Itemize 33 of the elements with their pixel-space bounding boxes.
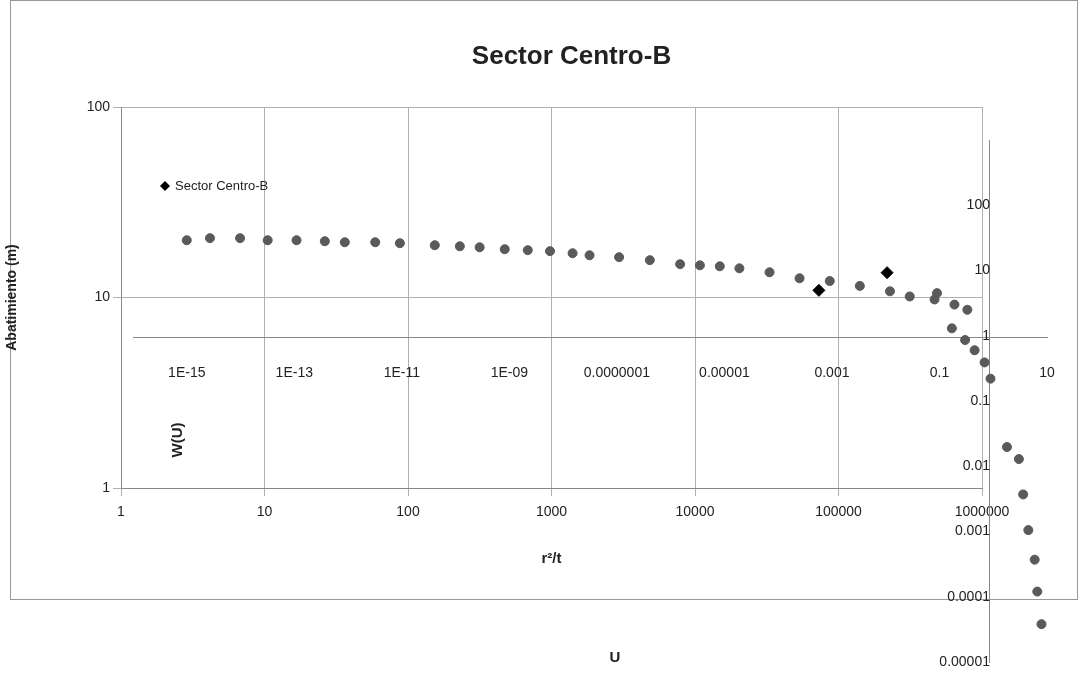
chart-title: Sector Centro-B bbox=[471, 40, 672, 71]
x-tick-label: 10 bbox=[1039, 364, 1055, 381]
x-tick-label: 1000000 bbox=[954, 503, 1010, 520]
x-tick-label: 1E-09 bbox=[490, 364, 529, 381]
legend-label: Sector Centro-B bbox=[175, 177, 269, 193]
x-tick-label: 0.00001 bbox=[699, 364, 750, 381]
x-tick-label: 10000 bbox=[675, 503, 715, 520]
x-tick-label: 1000 bbox=[535, 503, 568, 520]
y-tick-label: 1 bbox=[982, 326, 991, 343]
x-tick-label: 0.001 bbox=[814, 364, 850, 381]
x-axis-title: U bbox=[609, 648, 621, 666]
x-axis-title: r²/t bbox=[541, 549, 562, 567]
x-tick-label: 100 bbox=[396, 503, 420, 520]
x-tick-label: 10 bbox=[256, 503, 273, 520]
y-tick-label: 100 bbox=[86, 97, 111, 114]
x-tick-label: 0.0000001 bbox=[583, 364, 651, 381]
y-tick-label: 1 bbox=[102, 478, 111, 495]
y-tick-label: 0.01 bbox=[962, 457, 991, 474]
y-tick-label: 0.0001 bbox=[947, 587, 991, 604]
x-tick-label: 1E-15 bbox=[168, 364, 206, 381]
x-tick-label: 0.1 bbox=[929, 364, 950, 381]
y-tick-label: 10 bbox=[974, 261, 991, 278]
x-tick-label: 1E-11 bbox=[383, 364, 421, 381]
y-axis-title: Abatimiento (m) bbox=[3, 244, 20, 351]
y-tick-label: 0.00001 bbox=[939, 652, 991, 669]
y-tick-label: 100 bbox=[966, 196, 991, 213]
x-tick-label: 100000 bbox=[815, 503, 863, 520]
y-axis-title: W(U) bbox=[168, 422, 186, 458]
y-tick-label: 0.001 bbox=[954, 522, 991, 539]
y-tick-label: 0.1 bbox=[970, 391, 991, 408]
x-tick-label: 1 bbox=[117, 503, 126, 520]
x-tick-label: 1E-13 bbox=[275, 364, 314, 381]
y-tick-label: 10 bbox=[94, 288, 111, 305]
